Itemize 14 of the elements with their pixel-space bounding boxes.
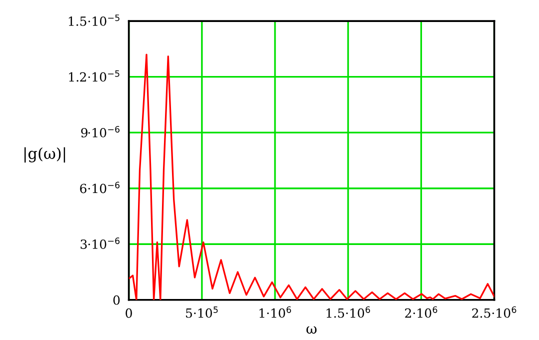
x-tick-label: 1.5·10$^{6}$	[326, 306, 370, 318]
y-tick-label: 9·10$^{−6}$	[81, 126, 120, 138]
y-axis-title: |g(ω)|	[24, 147, 66, 163]
x-tick-label: 2.5·10$^{6}$	[472, 306, 516, 318]
x-tick-label: 5·10$^{5}$	[186, 306, 218, 318]
y-tick-label: 3·10$^{−6}$	[80, 237, 120, 249]
x-tick-label: 2·10$^{6}$	[405, 306, 438, 318]
y-tick-label: 0	[113, 295, 120, 305]
y-tick-label: 1.2·10$^{−5}$	[69, 70, 120, 82]
y-tick-label: 6·10$^{−6}$	[80, 182, 120, 194]
x-tick-label: 1·10$^{6}$	[260, 306, 292, 318]
x-tick-label: 0	[126, 308, 132, 318]
y-tick-label: 1.5·10$^{−5}$	[68, 14, 120, 26]
x-axis-title: ω	[306, 326, 317, 334]
